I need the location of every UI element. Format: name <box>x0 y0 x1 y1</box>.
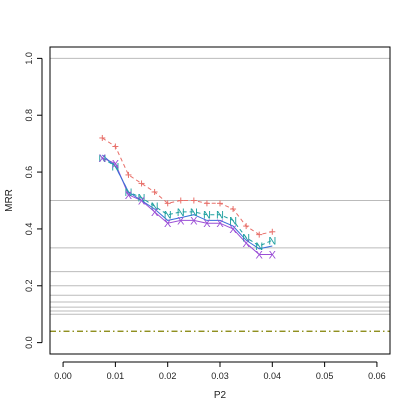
series-1-point <box>269 228 276 235</box>
series-2-point: N <box>190 207 198 219</box>
series-1-point <box>230 206 237 213</box>
series-1-point <box>164 200 171 207</box>
y-tick-label: 0.8 <box>24 109 34 122</box>
x-tick-label: 0.04 <box>264 371 282 381</box>
x-axis-label: P2 <box>214 390 227 401</box>
series-3-point: X <box>138 196 146 208</box>
plot-area: NNN NNN N N N N NNN NX XX XXX X X X X XXX X <box>50 57 390 332</box>
series-2-point: N <box>98 153 106 165</box>
series-2-point: N <box>229 215 237 227</box>
series-1-point <box>138 180 145 187</box>
series-3-point: X <box>190 215 198 227</box>
x-tick-label: 0.02 <box>159 371 177 381</box>
series-3-point: X <box>177 215 185 227</box>
y-tick-label: 1.0 <box>24 52 34 65</box>
series-3-point: X <box>125 190 133 202</box>
series-2-point: N <box>242 232 250 244</box>
series-2-point: N <box>138 193 146 205</box>
y-tick-label: 0.6 <box>24 166 34 179</box>
series-1-point <box>112 143 119 150</box>
series-1-point <box>190 197 197 204</box>
series-2-point: N <box>151 201 159 213</box>
series-1-point <box>125 171 132 178</box>
x-tick-label: 0.06 <box>368 371 386 381</box>
series-1-point <box>203 200 210 207</box>
axes: 0.00 0.01 0.02 0.03 0.04 0.05 0.06 0.0 0.2 0.4 0.6… <box>24 52 386 381</box>
series-2-point: N <box>177 207 185 219</box>
series-3-point: X <box>269 250 277 262</box>
series-1-point <box>243 223 250 230</box>
series-3-point: X <box>229 224 237 236</box>
series-3-point: X <box>256 250 264 262</box>
series-line-3 <box>102 157 273 255</box>
series-3-point: X <box>112 159 120 171</box>
y-tick-label: 0.2 <box>24 280 34 293</box>
y-axis-label: MRR <box>4 189 15 212</box>
x-tick-label: 0.05 <box>316 371 334 381</box>
series-1-point <box>256 231 263 238</box>
y-tick-label: 0.4 <box>24 223 34 236</box>
series-1-point <box>177 197 184 204</box>
series-3-point: X <box>242 238 250 250</box>
series-1-point <box>217 200 223 207</box>
y-tick-label: 0.0 <box>24 336 34 349</box>
series-2-point: N <box>164 210 172 222</box>
series-1-point <box>99 134 106 141</box>
plot-frame <box>49 46 391 355</box>
series-3-point: X <box>151 207 159 219</box>
series-3-point: X <box>164 218 172 230</box>
series-line-4 <box>101 154 273 250</box>
series-2-point: N <box>268 235 276 247</box>
series-line-1 <box>102 137 273 236</box>
series-2-point: N <box>216 210 224 222</box>
series-2-point: N <box>255 241 263 253</box>
series-3-point: X <box>203 218 211 230</box>
x-tick-label: 0.00 <box>54 371 72 381</box>
x-tick-label: 0.01 <box>107 371 125 381</box>
series-3-point: X <box>99 153 107 165</box>
series-3-point: X <box>216 218 224 230</box>
series-1-point <box>151 188 158 195</box>
series-2-point: N <box>111 161 119 173</box>
series-2-point: N <box>124 187 132 199</box>
x-tick-label: 0.03 <box>211 371 229 381</box>
series-2-point: N <box>203 210 211 222</box>
